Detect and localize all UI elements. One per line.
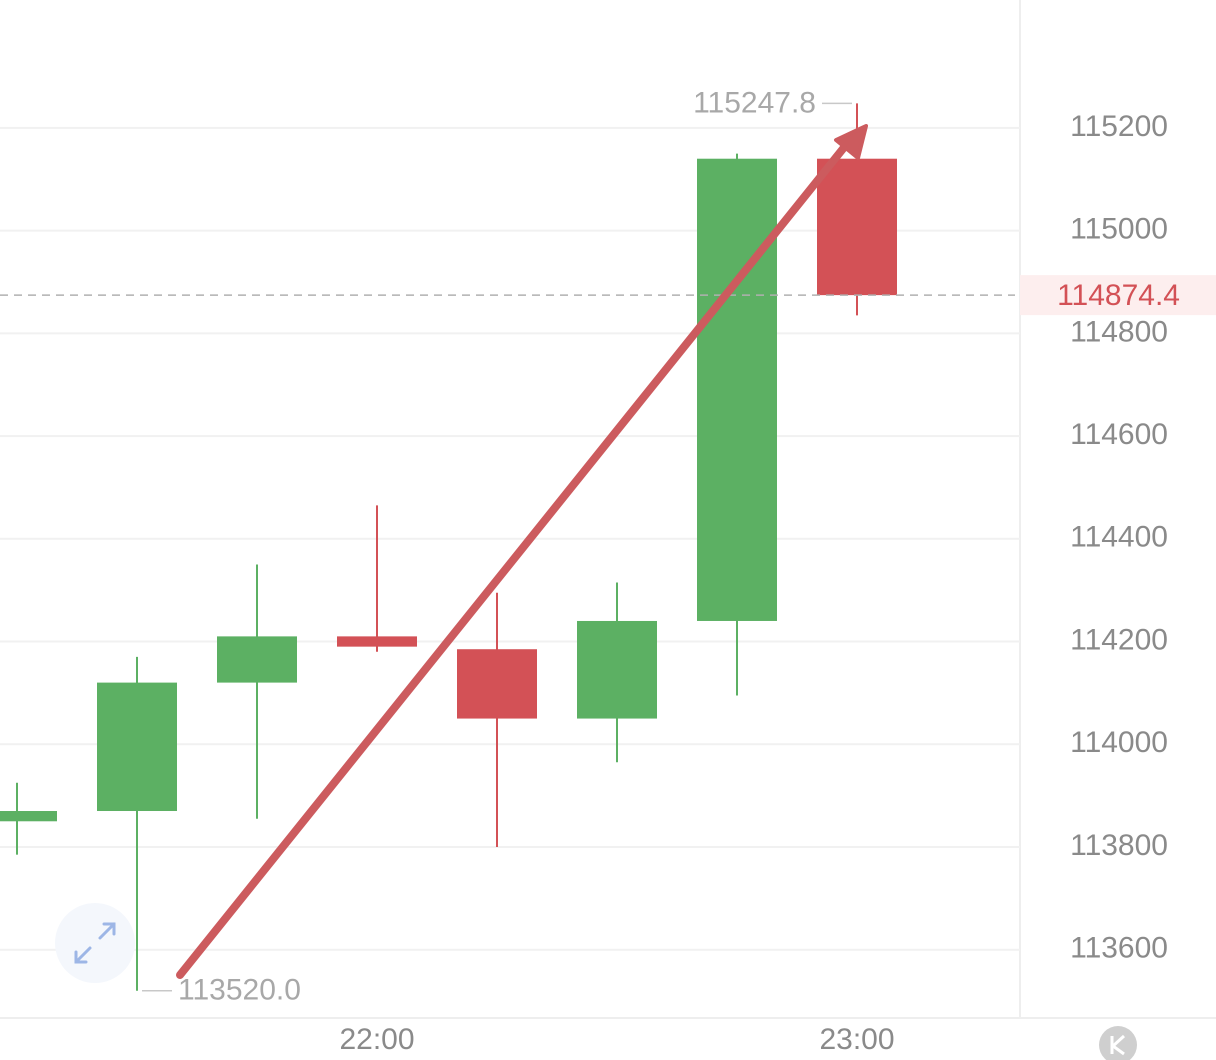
- trend-arrowhead: [834, 124, 868, 160]
- last-price-label: 114874.4: [1057, 279, 1180, 312]
- x-tick-label: 22:00: [339, 1023, 414, 1056]
- candle-body: [457, 649, 537, 719]
- min-label: 113520.0: [178, 974, 301, 1007]
- y-tick-label: 113600: [1070, 932, 1168, 965]
- candle-body: [697, 158, 777, 621]
- y-tick-label: 115000: [1070, 213, 1168, 246]
- y-tick-label: 114000: [1070, 726, 1168, 759]
- candle-body: [817, 158, 897, 296]
- y-tick-label: 114800: [1070, 315, 1168, 348]
- grid: 113600 113800 114000 114200 114400 114600 1148…: [0, 110, 1168, 1056]
- candle-body: [97, 682, 177, 812]
- y-tick-label: 114600: [1070, 418, 1168, 451]
- x-tick-label: 23:00: [819, 1023, 894, 1056]
- last-price-badge: [1020, 275, 1216, 316]
- candle-body: [337, 636, 417, 647]
- candles: [0, 103, 897, 991]
- k-icon[interactable]: [1110, 1034, 1126, 1056]
- candle-body: [577, 620, 657, 719]
- y-tick-label: 114400: [1070, 521, 1168, 554]
- y-tick-label: 113800: [1070, 829, 1168, 862]
- candle-body: [0, 811, 57, 822]
- expand-icon[interactable]: [74, 922, 116, 964]
- overlay: 114874.4 115247.8 113520.0: [0, 86, 1216, 1060]
- candle-body: [217, 636, 297, 683]
- max-label: 115247.8: [693, 86, 816, 119]
- y-tick-label: 115200: [1070, 110, 1168, 143]
- expand-button-bg[interactable]: [55, 903, 135, 983]
- trend-arrow: [176, 136, 854, 979]
- y-tick-label: 114200: [1070, 623, 1168, 656]
